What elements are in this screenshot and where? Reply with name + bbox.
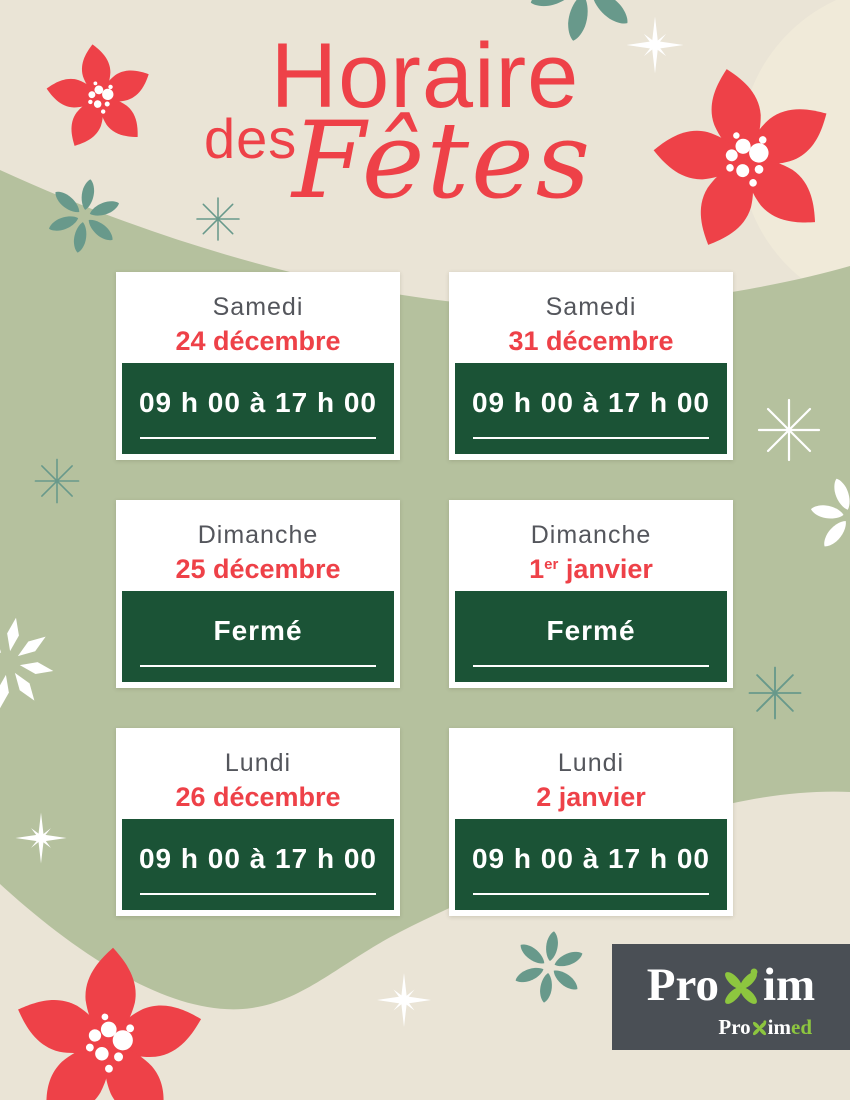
hours-panel: Fermé — [122, 591, 394, 682]
schedule-card-dec31: Samedi 31 décembre 09 h 00 à 17 h 00 — [449, 272, 733, 460]
hours-underline — [473, 437, 709, 439]
hours-value: Fermé — [213, 615, 303, 646]
hours-value: Fermé — [546, 615, 636, 646]
proxim-leaf-x-icon — [725, 967, 758, 1004]
page-title-des: des — [204, 107, 298, 170]
date-label: 2 janvier — [536, 782, 646, 812]
hours-value: 09 h 00 à 17 h 00 — [138, 843, 378, 874]
schedule-card-dec24: Samedi 24 décembre 09 h 00 à 17 h 00 — [116, 272, 400, 460]
proximed-text-pro: Pro — [718, 1015, 751, 1039]
proximed-text-im: im — [767, 1015, 791, 1039]
hours-underline — [140, 893, 376, 895]
date-label: 25 décembre — [175, 554, 341, 584]
white-starburst-right-icon — [757, 398, 821, 462]
date-label: 24 décembre — [175, 326, 341, 356]
hours-panel: 09 h 00 à 17 h 00 — [455, 819, 727, 910]
hours-underline — [473, 893, 709, 895]
date-label: 26 décembre — [175, 782, 341, 812]
date-label: 1er janvier — [529, 554, 653, 584]
teal-starburst-bottom-right-icon — [748, 666, 802, 720]
day-label: Dimanche — [530, 521, 652, 549]
hours-panel: 09 h 00 à 17 h 00 — [122, 819, 394, 910]
hours-panel: 09 h 00 à 17 h 00 — [455, 363, 727, 454]
day-label: Lundi — [557, 749, 625, 777]
hours-value: 09 h 00 à 17 h 00 — [138, 387, 378, 418]
hours-underline — [140, 437, 376, 439]
logo-text-im: im — [763, 959, 816, 1011]
page-title-fetes: Fêtes — [292, 99, 593, 222]
schedule-card-jan2: Lundi 2 janvier 09 h 00 à 17 h 00 — [449, 728, 733, 916]
logo-text-pro: Pro — [646, 959, 719, 1011]
page-title-horaire: Horaire — [270, 25, 580, 127]
proximed-wordmark: Pro im ed — [718, 1017, 812, 1038]
hours-panel: 09 h 00 à 17 h 00 — [122, 363, 394, 454]
day-label: Samedi — [212, 293, 304, 321]
day-label: Samedi — [545, 293, 637, 321]
proximed-leaf-x-icon — [752, 1020, 766, 1036]
day-label: Dimanche — [197, 521, 319, 549]
schedule-card-dec25: Dimanche 25 décembre Fermé — [116, 500, 400, 688]
hours-panel: Fermé — [455, 591, 727, 682]
schedule-card-jan1: Dimanche 1er janvier Fermé — [449, 500, 733, 688]
hours-underline — [140, 665, 376, 667]
hours-value: 09 h 00 à 17 h 00 — [471, 387, 711, 418]
hours-underline — [473, 665, 709, 667]
hours-value: 09 h 00 à 17 h 00 — [471, 843, 711, 874]
teal-starburst-icon — [196, 197, 240, 241]
teal-starburst-left-icon — [34, 458, 80, 504]
day-label: Lundi — [224, 749, 292, 777]
proximed-text-ed: ed — [791, 1015, 812, 1039]
date-label: 31 décembre — [508, 326, 674, 356]
proxim-logo: Pro im Pro — [612, 944, 850, 1050]
proxim-wordmark: Pro im — [612, 962, 850, 1009]
schedule-card-dec26: Lundi 26 décembre 09 h 00 à 17 h 00 — [116, 728, 400, 916]
